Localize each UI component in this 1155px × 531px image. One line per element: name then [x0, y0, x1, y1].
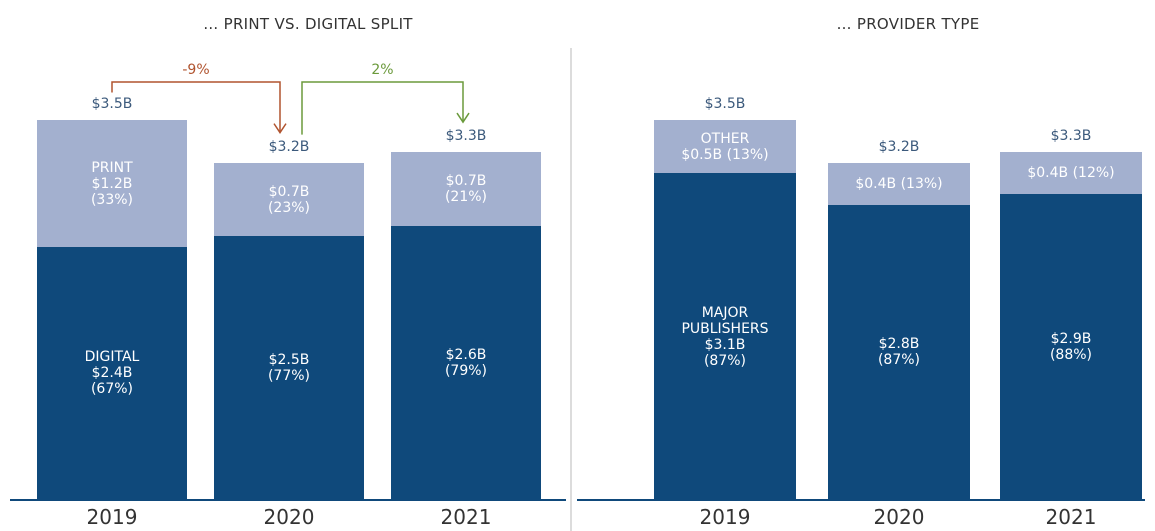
segment-label: OTHER $0.5B (13%)	[662, 131, 788, 163]
bar-segment	[828, 204, 970, 500]
change-arrowhead	[273, 123, 287, 134]
total-label: $3.5B	[704, 96, 746, 113]
change-bracket	[111, 81, 281, 133]
share-label: (33%)	[90, 191, 134, 208]
value-label: $0.7B	[268, 183, 310, 200]
value-label: $2.6B	[445, 346, 487, 363]
value-label: $0.4B	[855, 175, 897, 192]
change-arrowhead	[456, 112, 470, 124]
value-label: $2.8B	[878, 336, 920, 353]
share-label: (79%)	[444, 362, 488, 379]
chart-title: … PROVIDER TYPE	[836, 15, 980, 33]
x-tick-label: 2021	[440, 505, 492, 529]
segment-label: MAJOR PUBLISHERS $3.1B (87%)	[662, 305, 788, 369]
segment-label: PRINT $1.2B (33%)	[45, 160, 179, 208]
share-label: (88%)	[1049, 347, 1093, 364]
x-tick-label: 2020	[263, 505, 315, 529]
total-label: $3.3B	[445, 128, 487, 145]
series-name: MAJOR PUBLISHERS	[681, 304, 769, 337]
value-label: $2.5B	[268, 352, 310, 369]
segment-label: $0.4B (13%)	[836, 176, 962, 192]
series-name: PRINT	[91, 159, 133, 176]
x-tick-label: 2019	[86, 505, 138, 529]
bar-segment	[391, 225, 541, 500]
series-name: OTHER	[700, 130, 750, 147]
change-label: 2%	[371, 62, 394, 78]
bar-segment	[37, 120, 187, 247]
value-label: $3.1B	[704, 336, 746, 353]
share-label: (87%)	[703, 352, 747, 369]
x-tick-label: 2021	[1045, 505, 1097, 529]
total-label: $3.2B	[878, 138, 920, 155]
bar-segment	[214, 236, 364, 500]
total-label: $3.2B	[268, 138, 310, 155]
share-label: (67%)	[90, 381, 134, 398]
series-name: DIGITAL	[84, 349, 140, 366]
bar-segment	[214, 162, 364, 237]
change-label: -9%	[182, 62, 210, 78]
value-label: $2.4B	[91, 365, 133, 382]
bar-segment	[1000, 194, 1142, 500]
segment-label: $0.4B (12%)	[1008, 165, 1134, 181]
share-label: (13%)	[726, 146, 769, 163]
share-label: (77%)	[267, 368, 311, 385]
value-label: $1.2B	[91, 175, 133, 192]
bar-segment	[1000, 152, 1142, 195]
bar-segment	[37, 246, 187, 500]
share-label: (12%)	[1072, 165, 1115, 182]
share-label: (87%)	[877, 352, 921, 369]
x-tick-label: 2019	[699, 505, 751, 529]
total-label: $3.5B	[91, 96, 133, 113]
change-bracket	[301, 81, 464, 135]
bar-segment	[654, 173, 796, 500]
value-label: $0.5B	[681, 146, 723, 163]
segment-label: $2.6B (79%)	[399, 347, 533, 379]
share-label: (21%)	[444, 188, 488, 205]
share-label: (13%)	[900, 175, 943, 192]
value-label: $2.9B	[1050, 331, 1092, 348]
bar-segment	[828, 162, 970, 205]
bar-segment	[391, 152, 541, 226]
segment-label: $2.5B (77%)	[222, 352, 356, 384]
segment-label: $2.9B (88%)	[1008, 331, 1134, 363]
share-label: (23%)	[267, 199, 311, 216]
x-tick-label: 2020	[873, 505, 925, 529]
bar-segment	[654, 120, 796, 174]
chart-title: … PRINT VS. DIGITAL SPLIT	[203, 15, 413, 33]
segment-label: $2.8B (87%)	[836, 336, 962, 368]
value-label: $0.7B	[445, 172, 487, 189]
total-label: $3.3B	[1050, 128, 1092, 145]
segment-label: $0.7B (23%)	[222, 184, 356, 216]
segment-label: $0.7B (21%)	[399, 173, 533, 205]
value-label: $0.4B	[1027, 165, 1069, 182]
segment-label: DIGITAL $2.4B (67%)	[45, 349, 179, 397]
